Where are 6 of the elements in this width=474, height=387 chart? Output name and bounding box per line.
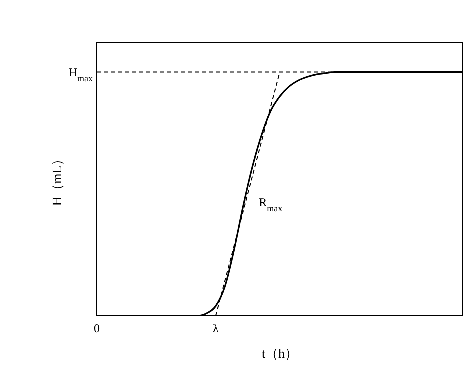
annotation: R$_{max}$ [259,195,284,214]
x-tick-label: 0 [94,322,100,336]
x-axis-title: t（h） [262,346,298,361]
y-axis-title: H（mL） [50,152,65,206]
ref-line-label: H$_{max}$ [68,65,94,84]
x-tick-label: λ [213,322,220,336]
